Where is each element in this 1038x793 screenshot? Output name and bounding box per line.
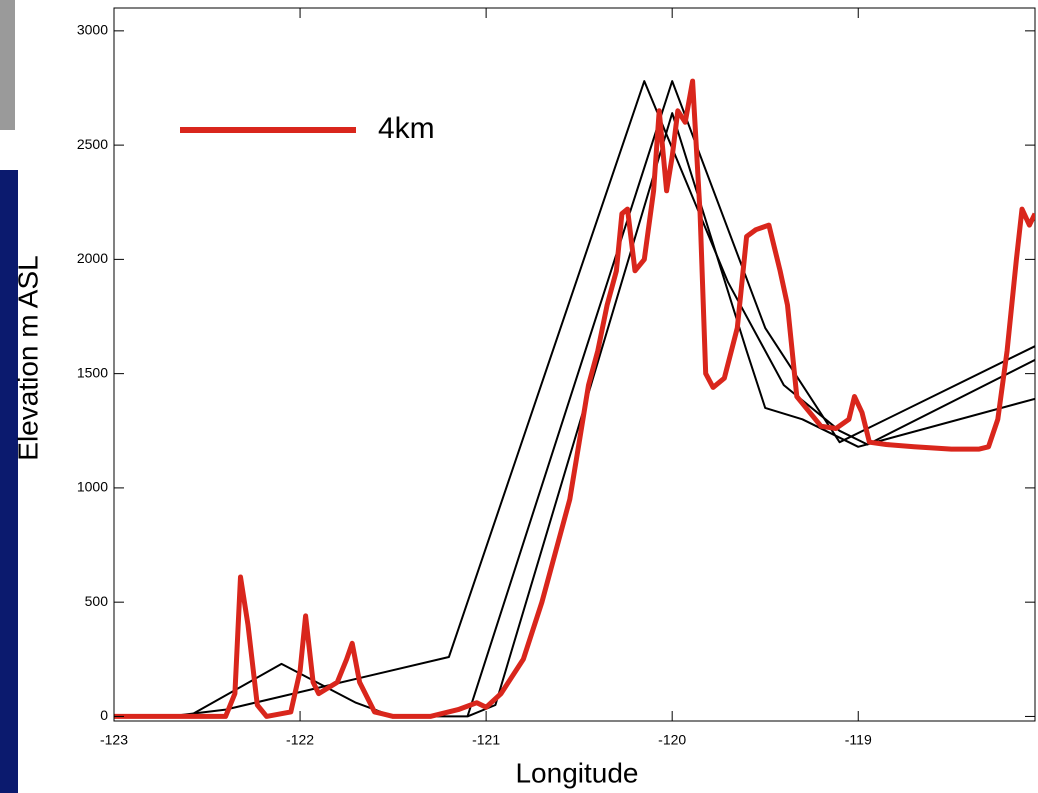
y-tick-label: 0: [100, 707, 108, 723]
plot-area: [114, 78, 1035, 719]
y-tick-label: 3000: [77, 22, 108, 38]
x-tick-label: -120: [658, 732, 686, 748]
background-panel: [0, 170, 18, 793]
reference-line: [467, 112, 1035, 718]
x-tick-label: -123: [100, 732, 128, 748]
legend-label: 4km: [378, 112, 435, 145]
plot-frame: [113, 7, 1036, 722]
y-axis-label: Elevation m ASL: [12, 255, 43, 460]
x-tick-label: -122: [286, 732, 314, 748]
y-tick-label: 1000: [77, 479, 108, 495]
reference-line: [114, 80, 1035, 718]
y-tick-label: 1500: [77, 364, 108, 380]
series-line: [114, 78, 1035, 719]
y-tick-label: 2500: [77, 136, 108, 152]
y-tick-label: 2000: [77, 250, 108, 266]
background-image: [0, 0, 15, 130]
x-axis-label: Longitude: [515, 757, 638, 788]
y-tick-label: 500: [85, 593, 109, 609]
x-tick-label: -119: [845, 732, 872, 748]
x-tick-label: -121: [472, 732, 500, 748]
